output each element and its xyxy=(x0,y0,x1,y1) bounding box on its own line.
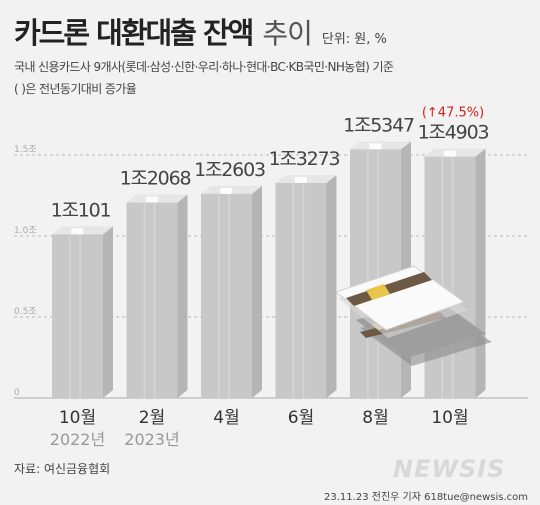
card-front-chip xyxy=(366,284,390,300)
change-annotation: (↑47.5%) xyxy=(422,106,484,121)
bar-ribbon xyxy=(145,196,158,203)
page-title: 카드론 대환대출 잔액 xyxy=(14,16,254,50)
year-label: 2023년 xyxy=(124,430,179,449)
bar xyxy=(52,234,103,398)
bar xyxy=(126,202,178,398)
credit-text: 23.11.23 전진우 기자 618tue@newsis.com xyxy=(324,492,528,503)
value-label: 1조5347 xyxy=(343,114,414,136)
bar-side xyxy=(103,226,113,398)
page-title-suffix: 추이 xyxy=(262,17,313,50)
bar-ribbon xyxy=(294,176,307,183)
bar-side xyxy=(475,148,486,398)
bar-side xyxy=(252,185,262,398)
y-tick-label: 1.5조 xyxy=(14,145,37,155)
newsis-logo: NEWSIS xyxy=(393,455,506,483)
value-label: 1조2068 xyxy=(120,167,191,189)
bar-ribbon xyxy=(443,150,456,157)
x-tick-label: 6월 xyxy=(288,408,314,428)
value-label: 1조3273 xyxy=(269,148,340,170)
card-front xyxy=(334,265,466,331)
subtitle-line-1: 국내 신용카드사 9개사(롯데·삼성·신한·우리·하나·현대·BC·KB국민·N… xyxy=(14,60,394,74)
x-tick-label: 4월 xyxy=(213,408,239,428)
bar-ribbon xyxy=(220,187,233,194)
subtitle-line-2: ( )은 전년동기대비 증가율 xyxy=(14,82,137,96)
bar-side xyxy=(177,194,188,398)
x-tick-label: 8월 xyxy=(362,408,388,428)
year-label: 2022년 xyxy=(50,430,105,449)
bar xyxy=(275,182,327,398)
value-label: 1조4903 xyxy=(418,122,489,144)
unit-label: 단위: 원, % xyxy=(321,32,387,47)
value-label: 1조2603 xyxy=(194,159,265,181)
source-text: 자료: 여신금융협회 xyxy=(14,462,111,476)
y-tick-label: 1.0조 xyxy=(14,226,37,236)
x-tick-label: 10월 xyxy=(59,408,96,428)
value-label: 1조101 xyxy=(51,199,111,221)
card-front-stripe xyxy=(346,272,432,306)
bar-ribbon xyxy=(369,143,382,150)
bar xyxy=(201,193,252,398)
title-block: 카드론 대환대출 잔액 추이 단위: 원, % xyxy=(14,10,387,52)
y-tick-label: 0 xyxy=(14,388,20,398)
bar-ribbon xyxy=(71,228,84,235)
bar xyxy=(424,156,476,398)
credit-card-illustration xyxy=(334,265,492,366)
bar-side xyxy=(326,174,337,398)
x-tick-label: 2월 xyxy=(139,408,165,428)
y-tick-label: 0.5조 xyxy=(14,307,37,317)
x-tick-label: 10월 xyxy=(431,408,468,428)
